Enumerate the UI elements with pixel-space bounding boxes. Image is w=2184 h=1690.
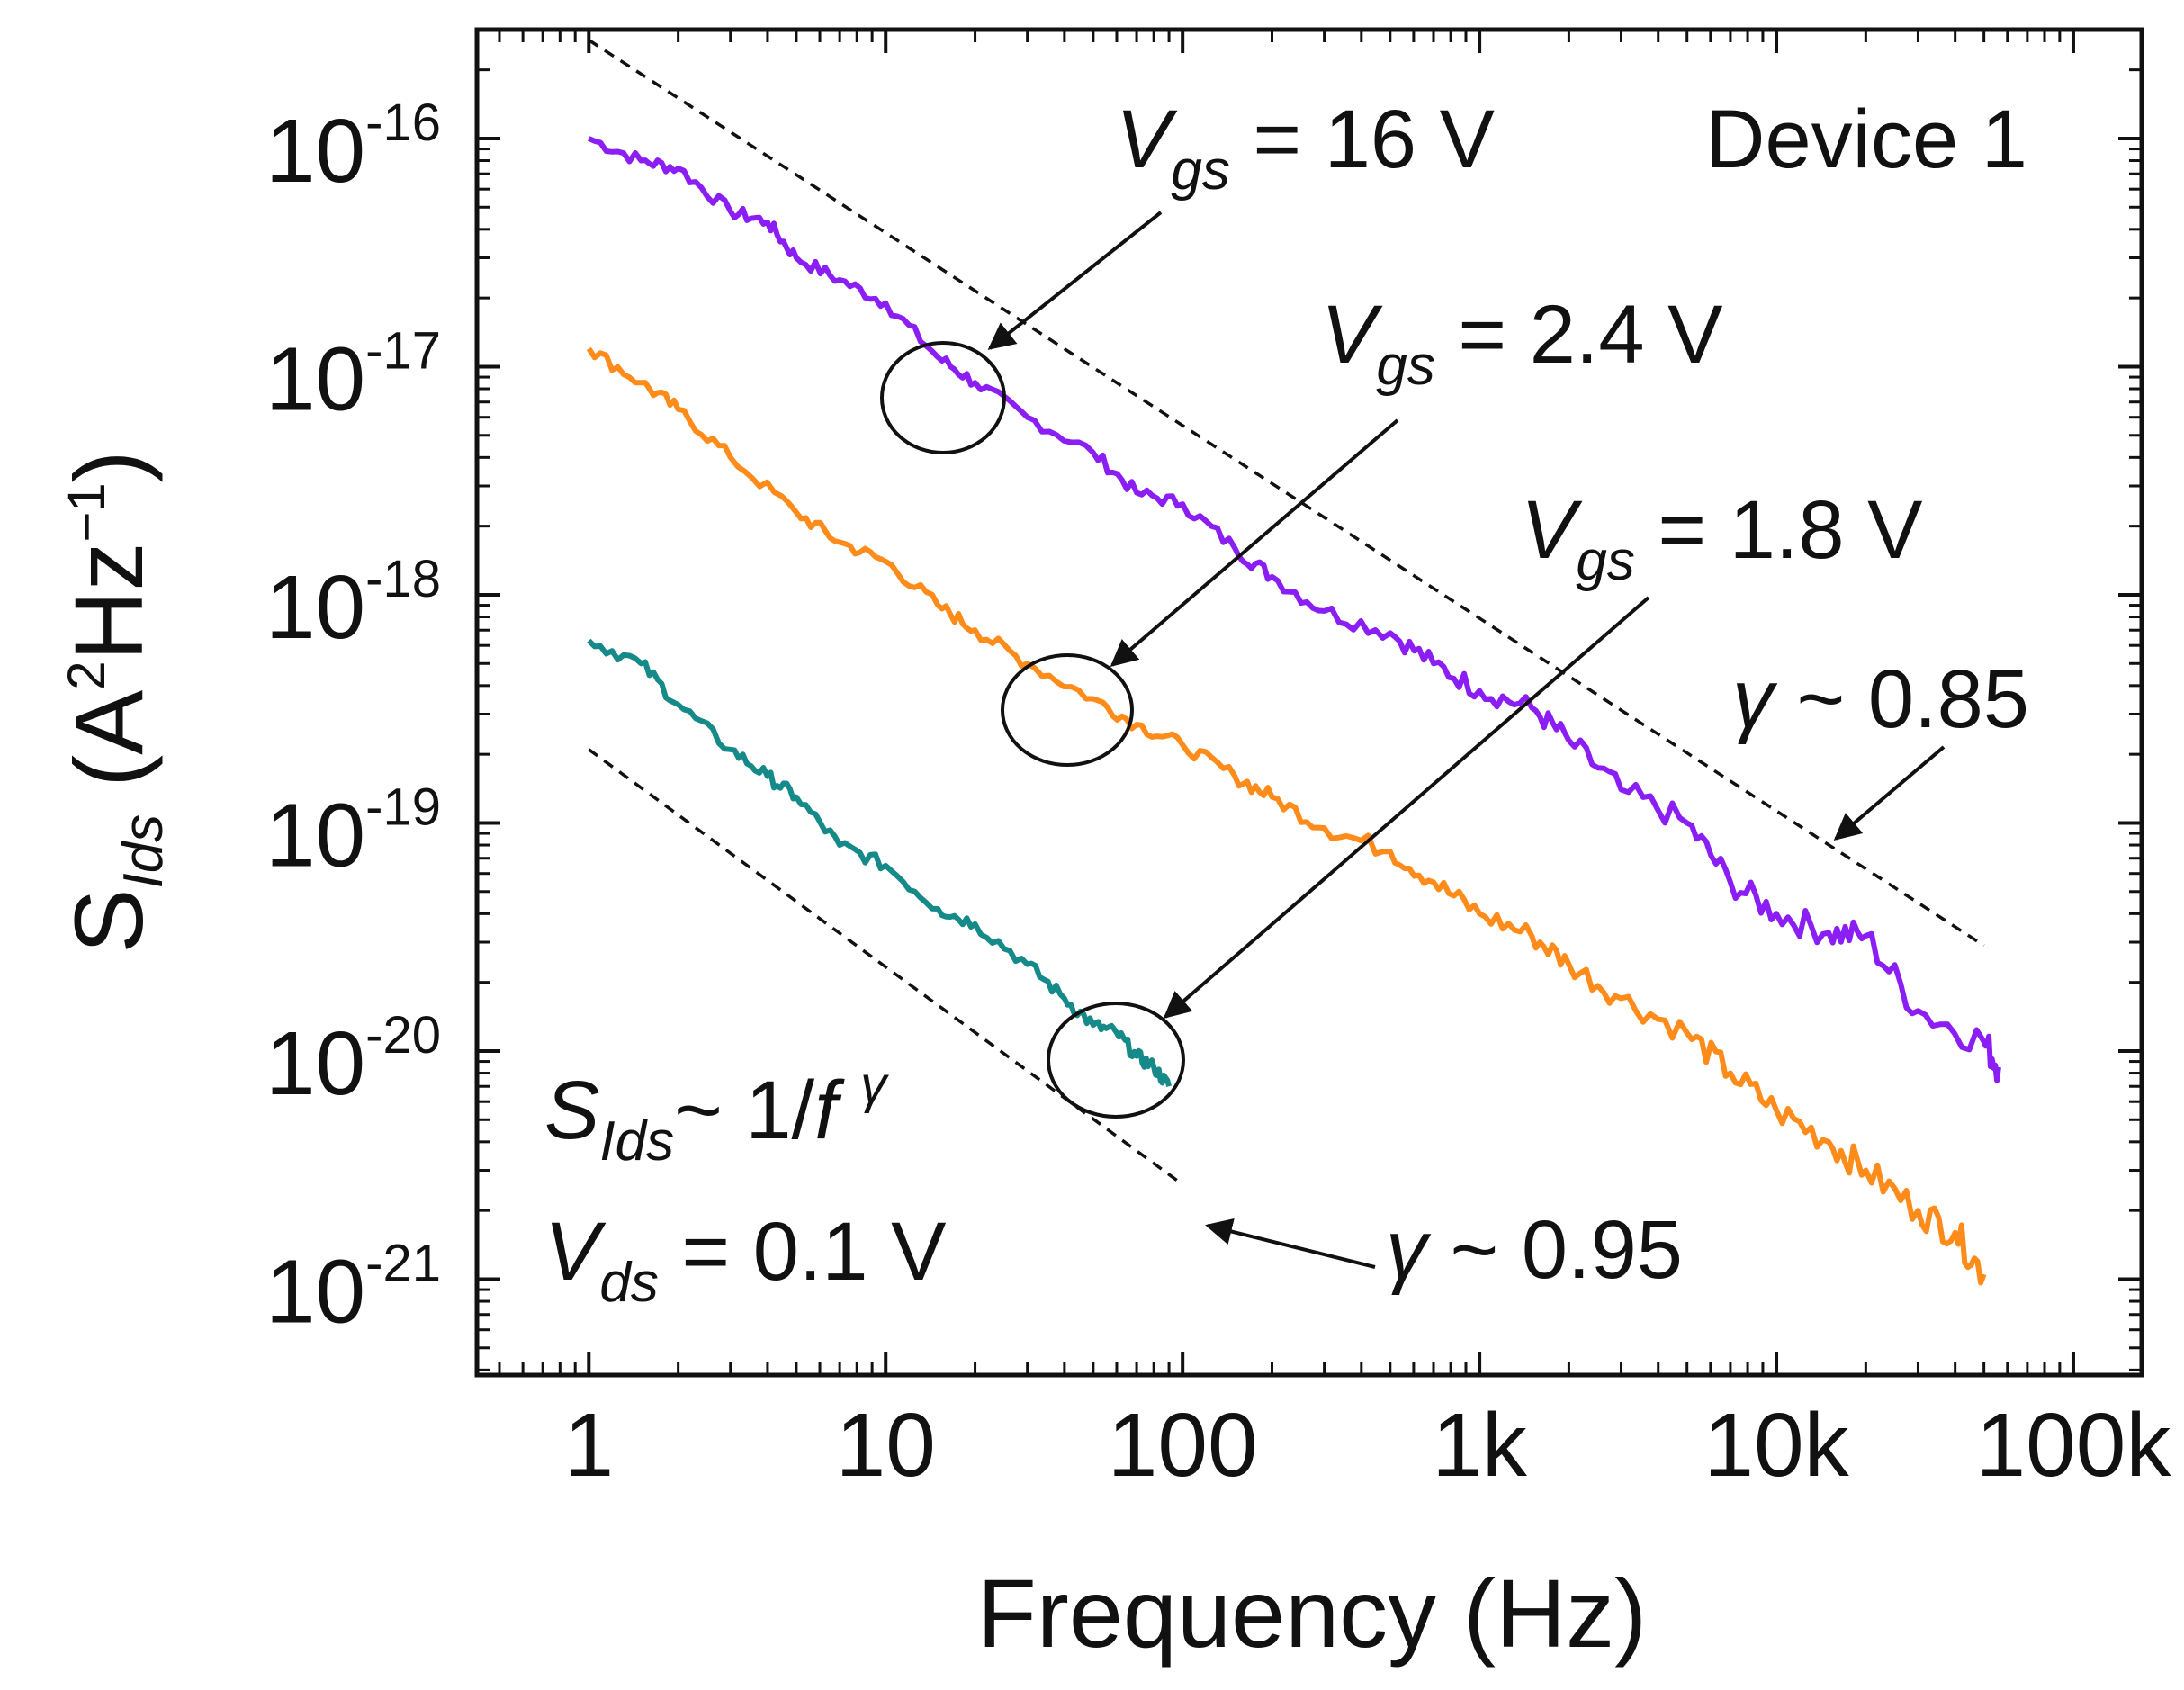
y-axis-title: SIds (A2Hz−1): [54, 450, 175, 953]
x-tick-label-4: 10k: [1703, 1395, 1849, 1496]
data-series: [586, 136, 2001, 1286]
gamma-085-label: γ ~ 0.85: [1732, 653, 2029, 745]
power-law-label: SIds~ 1/f γ: [544, 1056, 889, 1173]
x-axis-title: Frequency (Hz): [977, 1559, 1647, 1668]
arrow-2p4v: [1110, 418, 1399, 667]
series-line-vgs-16v: [588, 136, 2001, 1083]
arrow-gamma-085: [1833, 745, 1946, 841]
y-tick-label-0: 10-16: [265, 94, 441, 202]
curve-markers: [880, 341, 1185, 1119]
vds-label: Vds = 0.1 V: [544, 1206, 947, 1314]
vgs-1p8v-label: Vgs = 1.8 V: [1521, 484, 1923, 592]
x-tick-label-2: 100: [1108, 1395, 1258, 1496]
series-line-vgs-2p4v: [586, 346, 1987, 1286]
y-tick-labels: 10-16 10-17 10-18 10-19 10-20 10-21: [265, 94, 441, 1343]
reference-lines: [588, 39, 1985, 1186]
y-tick-label-3: 10-19: [265, 778, 441, 885]
y-tick-label-4: 10-20: [265, 1006, 441, 1114]
plot-frame: [474, 27, 2144, 1378]
arrow-16v: [987, 211, 1163, 350]
y-tick-label-2: 10-18: [265, 550, 441, 658]
arrow-gamma-095: [1205, 1218, 1376, 1269]
circle-marker-16v: [880, 341, 1006, 454]
x-tick-label-5: 100k: [1976, 1395, 2172, 1496]
annotation-arrows: [987, 211, 1946, 1269]
x-tick-labels: 1 10 100 1k 10k 100k: [563, 1395, 2171, 1496]
circle-marker-1p8v: [1047, 1002, 1185, 1119]
arrow-1p8v: [1163, 596, 1650, 1019]
circle-marker-2p4v: [1001, 653, 1134, 767]
y-tick-label-5: 10-21: [265, 1234, 441, 1342]
series-line-vgs-1p8v: [587, 638, 1172, 1087]
x-tick-label-1: 10: [836, 1395, 936, 1496]
device-label: Device 1: [1705, 94, 2027, 185]
y-tick-label-1: 10-17: [265, 321, 441, 429]
x-tick-label-0: 1: [563, 1395, 614, 1496]
reference-line-gamma-085: [588, 39, 1985, 948]
gamma-095-label: γ ~ 0.95: [1386, 1204, 1683, 1296]
x-tick-label-3: 1k: [1432, 1395, 1528, 1496]
vgs-2p4v-label: Vgs = 2.4 V: [1321, 289, 1723, 397]
vgs-16v-label: Vgs = 16 V: [1116, 94, 1495, 202]
